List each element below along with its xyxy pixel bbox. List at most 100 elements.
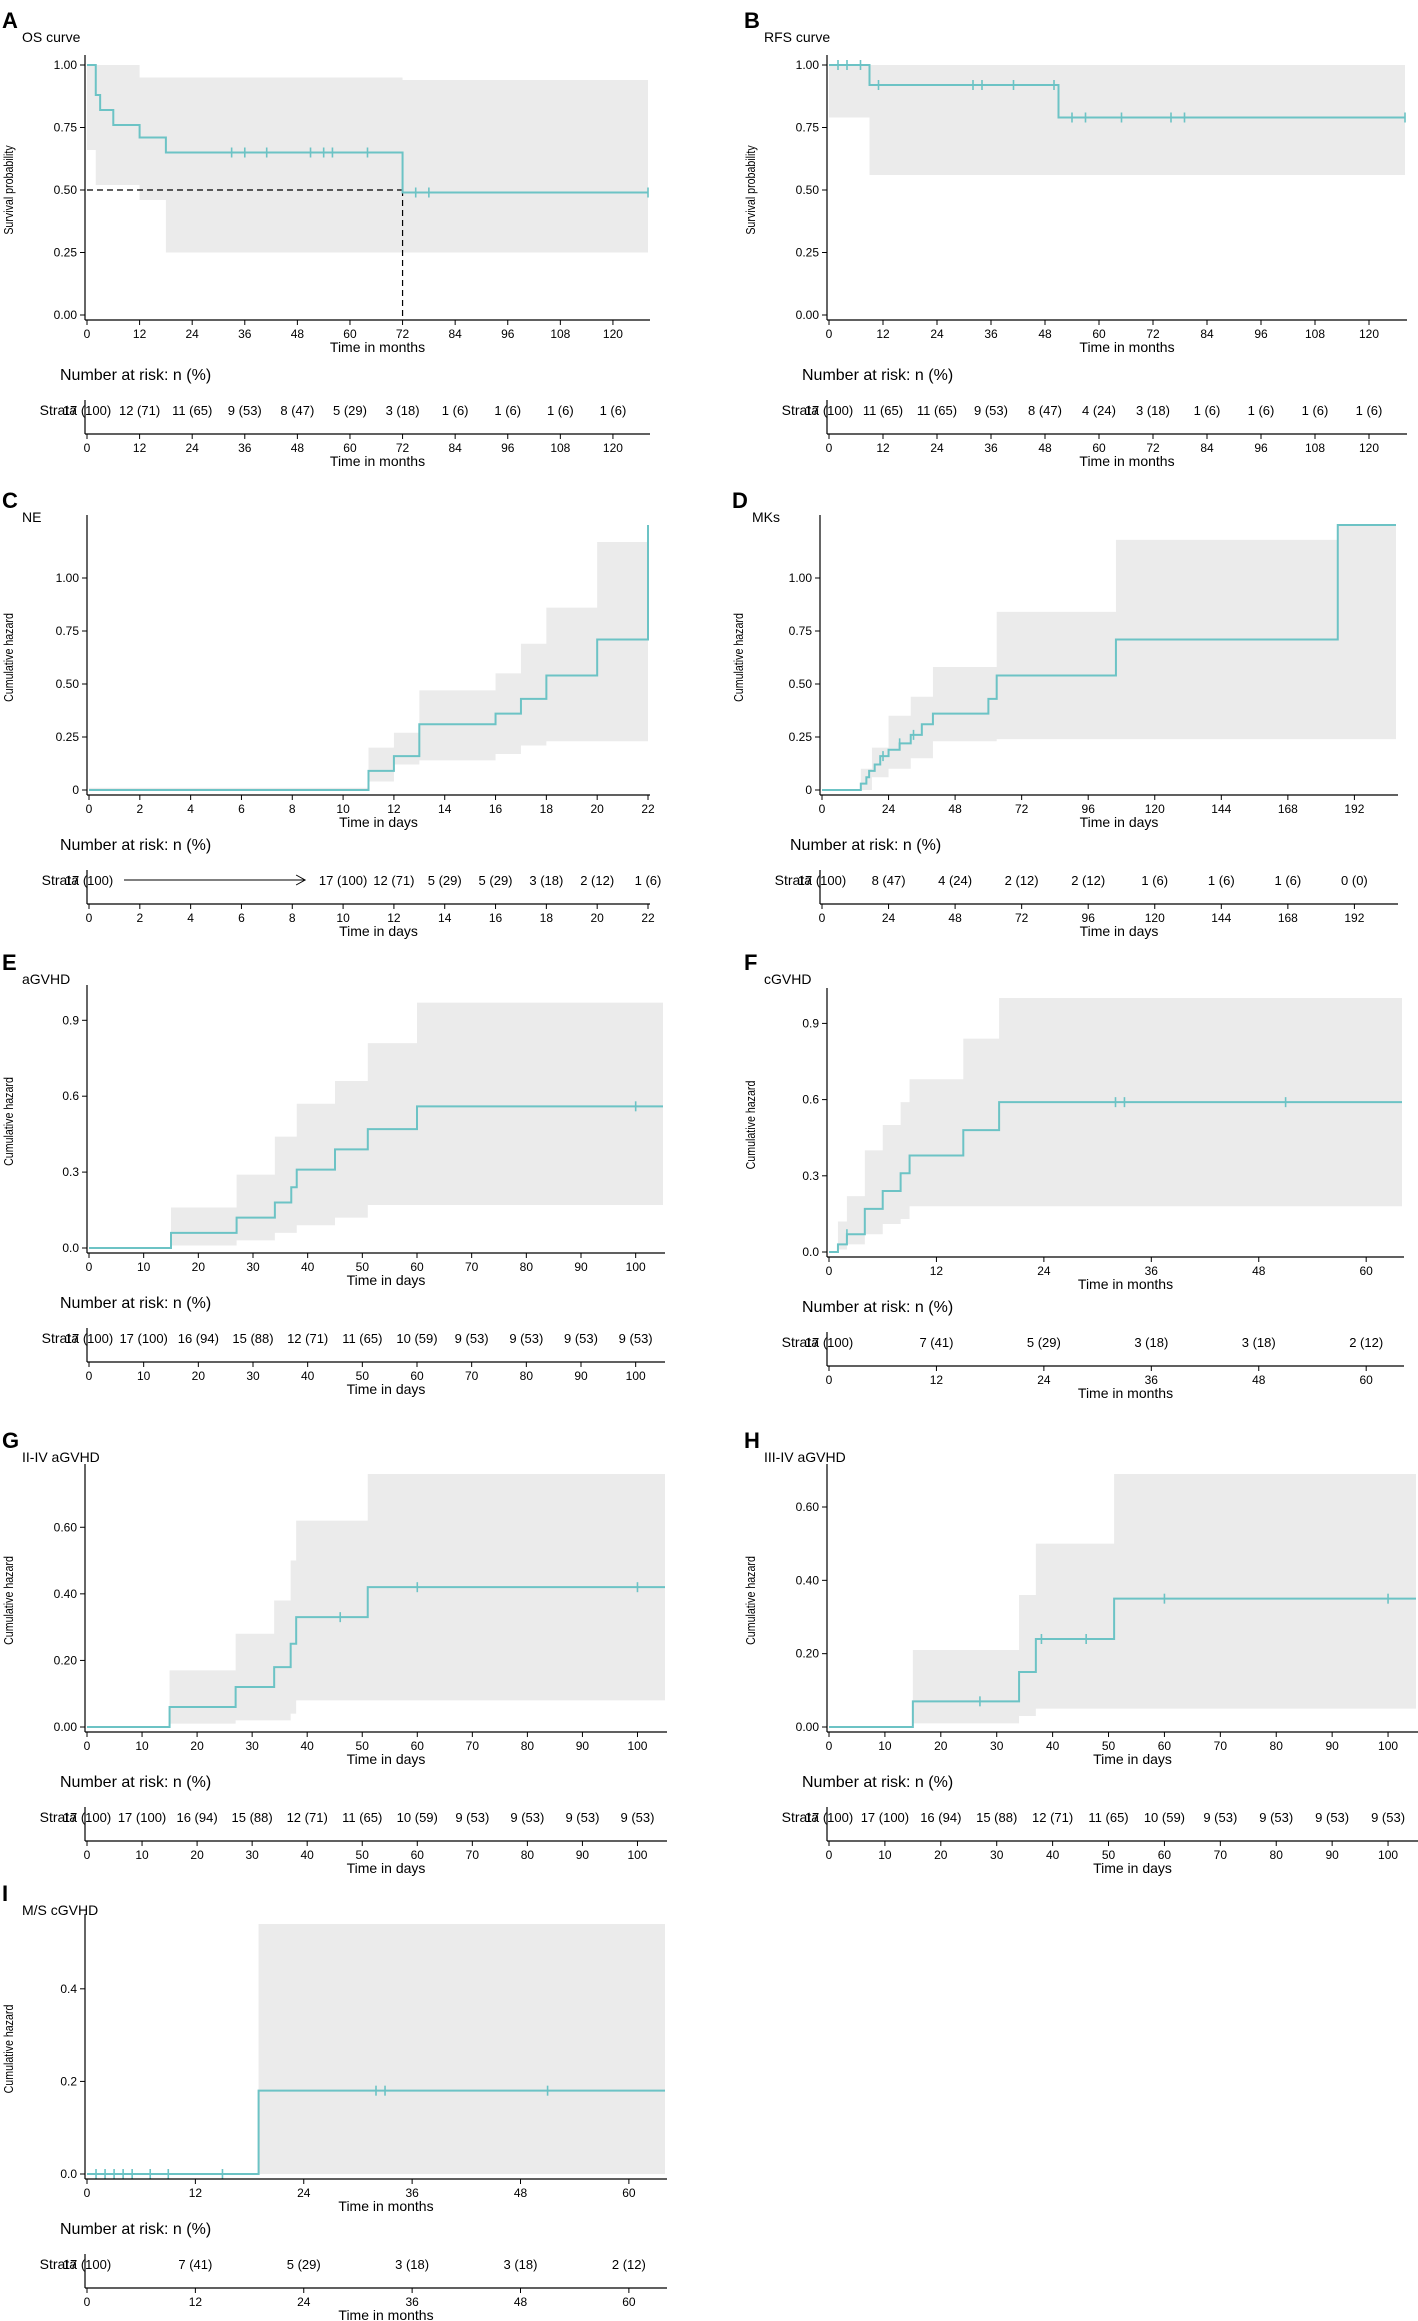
- x-tick-label: 72: [1015, 802, 1029, 816]
- risk-x-axis-label: Time in months: [330, 453, 425, 469]
- risk-x-tick-label: 48: [948, 911, 962, 925]
- risk-count: 12 (71): [119, 403, 160, 418]
- risk-x-tick-label: 14: [438, 911, 452, 925]
- risk-count: 17 (100): [65, 873, 113, 888]
- x-axis-label: Time in days: [347, 1751, 426, 1767]
- x-axis-label: Time in days: [339, 814, 418, 830]
- number-at-risk-title: Number at risk: n (%): [60, 2221, 211, 2238]
- x-tick-label: 100: [627, 1739, 647, 1753]
- risk-x-tick-label: 100: [626, 1369, 646, 1383]
- risk-count: 5 (29): [428, 873, 462, 888]
- x-tick-label: 90: [574, 1260, 588, 1274]
- risk-count: 3 (18): [1242, 1335, 1276, 1350]
- x-tick-label: 50: [1102, 1739, 1116, 1753]
- confidence-band: [87, 65, 648, 253]
- risk-count: 3 (18): [529, 873, 563, 888]
- y-tick-label: 0.00: [54, 1720, 78, 1734]
- x-tick-label: 10: [137, 1260, 151, 1274]
- risk-x-tick-label: 2: [136, 911, 143, 925]
- risk-count: 5 (29): [333, 403, 367, 418]
- risk-x-tick-label: 72: [1015, 911, 1029, 925]
- risk-x-tick-label: 84: [448, 441, 462, 455]
- risk-x-tick-label: 20: [591, 911, 605, 925]
- y-axis-label: Cumulative hazard: [1, 1077, 16, 1166]
- y-tick-label: 0.60: [54, 1520, 78, 1534]
- y-tick-label: 0.60: [796, 1500, 820, 1514]
- x-tick-label: 80: [520, 1260, 534, 1274]
- y-tick-label: 1.00: [796, 58, 820, 72]
- x-tick-label: 24: [297, 2186, 311, 2200]
- number-at-risk-title: Number at risk: n (%): [802, 367, 953, 384]
- risk-x-tick-label: 20: [190, 1848, 204, 1862]
- risk-x-tick-label: 120: [603, 441, 623, 455]
- panel-i: I M/S cGVHD 0.0 0.2 0.4 Cumulative hazard 0 12 2…: [1, 1881, 667, 2321]
- x-tick-label: 48: [291, 327, 305, 341]
- risk-count: 9 (53): [564, 1331, 598, 1346]
- number-at-risk-title: Number at risk: n (%): [60, 367, 211, 384]
- x-tick-label: 144: [1211, 802, 1231, 816]
- risk-count: 10 (59): [396, 1331, 437, 1346]
- risk-x-tick-label: 24: [930, 441, 944, 455]
- x-tick-label: 108: [1305, 327, 1325, 341]
- risk-x-tick-label: 0: [86, 911, 93, 925]
- risk-count: 2 (12): [1349, 1335, 1383, 1350]
- strata-label: Strata: [40, 1809, 78, 1825]
- risk-x-tick-label: 96: [1082, 911, 1096, 925]
- panel-title: M/S cGVHD: [22, 1902, 98, 1918]
- risk-count: 16 (94): [178, 1331, 219, 1346]
- panel-letter: A: [2, 8, 18, 33]
- y-tick-label: 0.50: [789, 677, 813, 691]
- y-tick-label: 0.40: [54, 1587, 78, 1601]
- x-tick-label: 80: [521, 1739, 535, 1753]
- risk-count: 17 (100): [805, 1335, 853, 1350]
- risk-x-tick-label: 168: [1278, 911, 1298, 925]
- risk-x-tick-label: 60: [1158, 1848, 1172, 1862]
- x-tick-label: 50: [356, 1260, 370, 1274]
- y-tick-label: 0.0: [62, 1241, 79, 1255]
- risk-count: 8 (47): [280, 403, 314, 418]
- x-tick-label: 40: [1046, 1739, 1060, 1753]
- y-axis-label: Cumulative hazard: [1, 613, 16, 702]
- x-tick-label: 60: [1360, 1264, 1374, 1278]
- x-tick-label: 70: [465, 1260, 479, 1274]
- risk-x-tick-label: 192: [1344, 911, 1364, 925]
- x-tick-label: 12: [387, 802, 401, 816]
- risk-x-tick-label: 120: [1145, 911, 1165, 925]
- x-tick-label: 0: [826, 327, 833, 341]
- risk-x-tick-label: 40: [1046, 1848, 1060, 1862]
- risk-count: 17 (100): [805, 403, 853, 418]
- x-tick-label: 72: [396, 327, 410, 341]
- x-tick-label: 0: [84, 2186, 91, 2200]
- risk-count: 1 (6): [494, 403, 521, 418]
- y-tick-label: 0.50: [796, 183, 820, 197]
- risk-count: 4 (24): [938, 873, 972, 888]
- y-tick-label: 0.20: [796, 1647, 820, 1661]
- risk-x-tick-label: 18: [540, 911, 554, 925]
- x-tick-label: 60: [343, 327, 357, 341]
- risk-count: 9 (53): [455, 1810, 489, 1825]
- risk-count: 17 (100): [118, 1810, 166, 1825]
- risk-x-tick-label: 10: [137, 1369, 151, 1383]
- risk-count: 9 (53): [1371, 1810, 1405, 1825]
- x-tick-label: 22: [641, 802, 655, 816]
- panel-title: II-IV aGVHD: [22, 1449, 100, 1465]
- risk-x-tick-label: 36: [1145, 1373, 1159, 1387]
- risk-count: 16 (94): [920, 1810, 961, 1825]
- risk-x-axis-label: Time in days: [347, 1860, 426, 1876]
- survival-curve: [829, 1597, 1416, 1728]
- number-at-risk-title: Number at risk: n (%): [802, 1774, 953, 1791]
- y-tick-label: 0.3: [802, 1169, 819, 1183]
- panel-letter: C: [2, 488, 18, 513]
- x-tick-label: 96: [501, 327, 515, 341]
- risk-count: 11 (65): [1088, 1810, 1128, 1825]
- strata-label: Strata: [42, 872, 80, 888]
- risk-count: 9 (53): [1315, 1810, 1349, 1825]
- risk-x-tick-label: 36: [984, 441, 998, 455]
- risk-x-tick-label: 12: [876, 441, 890, 455]
- panel-letter: I: [2, 1881, 8, 1906]
- risk-count: 11 (65): [342, 1810, 382, 1825]
- risk-count: 10 (59): [397, 1810, 438, 1825]
- risk-count: 17 (100): [805, 1810, 853, 1825]
